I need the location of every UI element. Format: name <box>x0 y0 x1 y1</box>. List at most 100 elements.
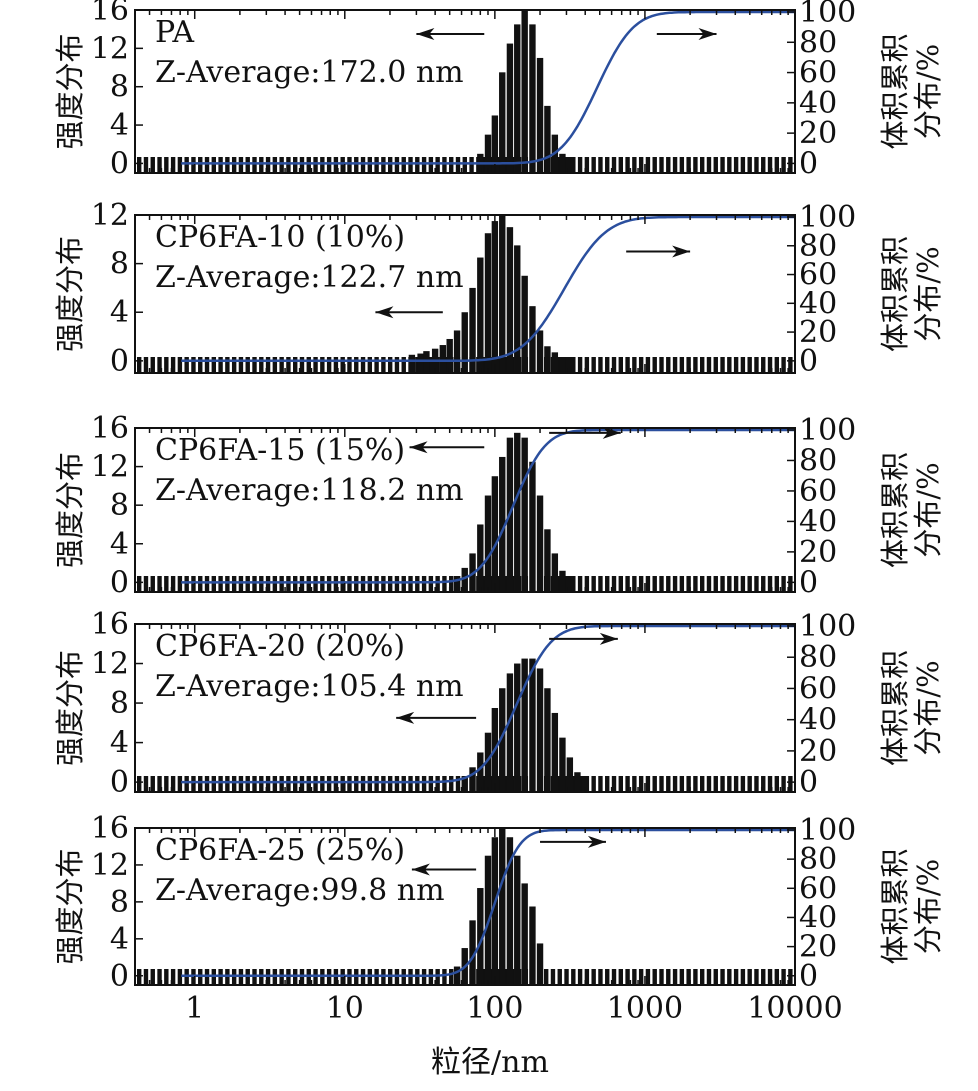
z-average-label: Z-Average:122.7 nm <box>155 260 464 295</box>
baseline-bar <box>415 357 420 373</box>
x-tick-label: 1000 <box>607 991 683 1026</box>
baseline-bar <box>638 357 644 373</box>
plot-frame <box>134 827 796 986</box>
baseline-bar <box>598 157 603 173</box>
baseline-bar <box>170 776 176 792</box>
baseline-bar <box>666 776 671 792</box>
baseline-bar <box>367 776 373 792</box>
baseline-bar <box>713 157 718 173</box>
baseline-bar <box>211 157 217 173</box>
baseline-bar <box>754 969 759 985</box>
baseline-bar <box>299 576 305 592</box>
baseline-bar <box>401 776 406 792</box>
plot-frame <box>134 9 796 174</box>
baseline-bar <box>496 576 501 592</box>
intensity-bar <box>499 688 506 792</box>
z-average-label: Z-Average:99.8 nm <box>155 873 445 908</box>
baseline-bar <box>293 157 298 173</box>
baseline-bar <box>428 576 434 592</box>
baseline-bar <box>747 576 752 592</box>
baseline-bar <box>136 576 142 592</box>
right-tick-label: 60 <box>799 871 837 906</box>
baseline-bar <box>598 576 603 592</box>
intensity-bar <box>521 658 528 792</box>
baseline-bar <box>503 357 508 373</box>
baseline-bar <box>659 357 664 373</box>
baseline-bar <box>340 776 345 792</box>
left-tick-label: 0 <box>110 344 129 379</box>
sample-label: CP6FA-20 (20%) <box>155 629 405 664</box>
baseline-bar <box>672 969 678 985</box>
baseline-bar <box>198 157 203 173</box>
arrow-head <box>599 632 618 645</box>
arrow-to-left-axis <box>396 711 477 724</box>
intensity-bar <box>529 24 536 173</box>
baseline-bar <box>191 157 196 173</box>
intensity-bar <box>484 732 492 792</box>
baseline-bar <box>401 157 406 173</box>
baseline-bar <box>638 576 644 592</box>
baseline-bar <box>157 776 162 792</box>
baseline-bar <box>720 157 725 173</box>
baseline-bar <box>136 357 142 373</box>
baseline-bar <box>449 576 454 592</box>
right-tick-label: 20 <box>799 734 837 769</box>
right-axis-label-line1: 体积累积 <box>878 650 912 766</box>
baseline-bar <box>211 357 217 373</box>
baseline-bar <box>279 776 284 792</box>
baseline-bar <box>184 357 189 373</box>
baseline-bar <box>571 969 576 985</box>
baseline-bar <box>727 969 732 985</box>
baseline-bar <box>625 969 630 985</box>
intensity-bar <box>536 943 544 985</box>
intensity-bar <box>453 576 461 592</box>
baseline-bar <box>645 357 651 373</box>
baseline-bar <box>299 776 305 792</box>
intensity-bar <box>529 306 536 373</box>
baseline-bar <box>387 776 393 792</box>
right-axis-label-line1: 体积累积 <box>878 33 912 149</box>
intensity-bar <box>461 776 468 792</box>
intensity-bar <box>461 312 468 373</box>
baseline-bar <box>313 576 318 592</box>
baseline-bar <box>720 576 725 592</box>
baseline-bar <box>591 969 596 985</box>
baseline-bar <box>435 776 440 792</box>
baseline-bar <box>252 776 257 792</box>
left-axis-label: 强度分布 <box>53 452 87 568</box>
baseline-bar <box>720 776 725 792</box>
intensity-bar <box>491 837 499 985</box>
baseline-bar <box>218 157 223 173</box>
left-tick-label: 8 <box>110 70 129 105</box>
baseline-bar <box>577 357 583 373</box>
baseline-bar <box>618 357 623 373</box>
baseline-bar <box>360 157 366 173</box>
baseline-bar <box>204 357 210 373</box>
left-axis-label: 强度分布 <box>53 848 87 964</box>
baseline-bar <box>686 969 691 985</box>
baseline-bar <box>394 157 400 173</box>
baseline-bar <box>727 157 732 173</box>
x-ticks <box>134 624 796 792</box>
baseline-bar <box>170 576 176 592</box>
baseline-bar <box>659 776 664 792</box>
left-tick-label: 8 <box>110 247 129 282</box>
baseline-bar <box>279 576 284 592</box>
intensity-bar <box>469 287 476 373</box>
baseline-bar <box>496 357 501 373</box>
baseline-bar <box>231 357 237 373</box>
baseline-bar <box>543 969 549 985</box>
baseline-bar <box>699 776 705 792</box>
baseline-bar <box>150 576 155 592</box>
baseline-bar <box>279 157 284 173</box>
baseline-bar <box>781 576 786 592</box>
baseline-bar <box>306 157 311 173</box>
baseline-bar <box>326 576 332 592</box>
intensity-bar <box>506 227 514 373</box>
x-tick-label: 1 <box>185 991 204 1026</box>
baseline-bar <box>672 776 678 792</box>
